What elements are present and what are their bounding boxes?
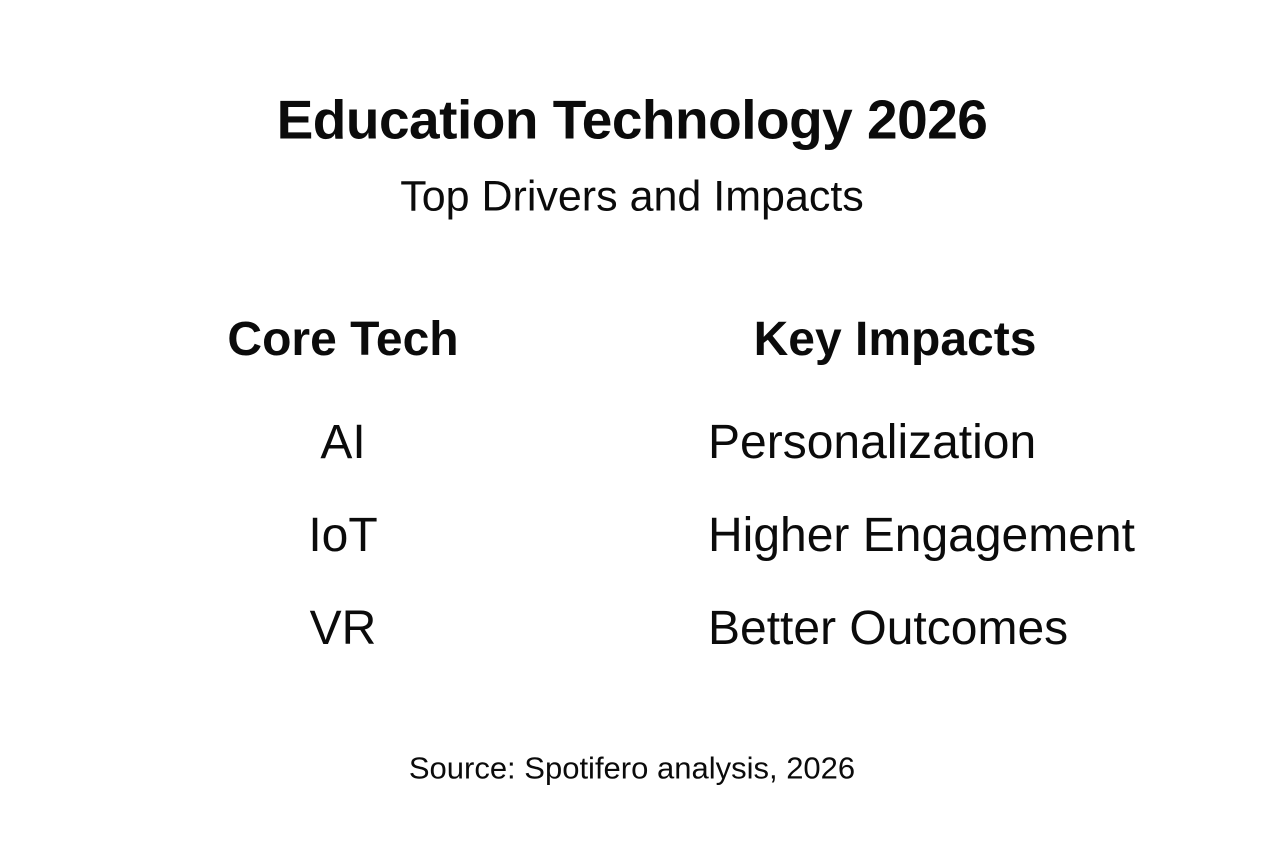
impact-cell: Higher Engagement: [708, 509, 1135, 562]
column-header-core-tech: Core Tech: [227, 313, 459, 366]
impact-cell: Better Outcomes: [708, 602, 1069, 655]
tech-cell: VR: [309, 602, 377, 655]
impact-cell: Personalization: [708, 416, 1037, 469]
tech-cell: IoT: [308, 509, 378, 562]
column-header-key-impacts: Key Impacts: [753, 313, 1037, 366]
page-title: Education Technology 2026: [276, 88, 988, 151]
source-note: Source: Spotifero analysis, 2026: [408, 750, 856, 786]
tech-cell: AI: [320, 416, 366, 469]
page-subtitle: Top Drivers and Impacts: [400, 172, 864, 221]
